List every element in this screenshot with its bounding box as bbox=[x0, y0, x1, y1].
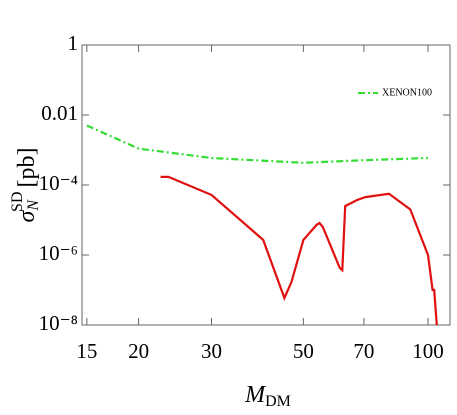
legend-label: XENON100 bbox=[382, 87, 432, 98]
x-tick-label: 70 bbox=[353, 339, 374, 363]
x-tick-label: 20 bbox=[128, 339, 149, 363]
x-tick-label: 30 bbox=[201, 339, 222, 363]
x-axis-label: MDM bbox=[244, 382, 291, 410]
x-tick-label: 15 bbox=[76, 339, 97, 363]
y-tick-label: 10⁻⁴ bbox=[39, 171, 78, 195]
y-tick-label: 1 bbox=[68, 31, 79, 55]
y-tick-label: 10⁻⁸ bbox=[39, 311, 78, 335]
series-line bbox=[86, 124, 429, 164]
x-tick-label: 100 bbox=[412, 339, 444, 363]
y-axis-label: σNSD [pb] bbox=[9, 148, 42, 223]
x-label-base: M bbox=[244, 382, 267, 408]
y-tick-label: 0.01 bbox=[41, 101, 78, 125]
series-line bbox=[160, 175, 438, 326]
y-label-sub: N bbox=[25, 199, 42, 212]
y-label-base: σ bbox=[14, 209, 40, 222]
x-tick-label: 50 bbox=[293, 339, 314, 363]
y-label-unit: [pb] bbox=[14, 148, 40, 188]
x-label-sub: DM bbox=[265, 393, 291, 410]
y-label-sup: SD bbox=[9, 192, 26, 212]
y-tick-label: 10⁻⁶ bbox=[39, 241, 78, 265]
